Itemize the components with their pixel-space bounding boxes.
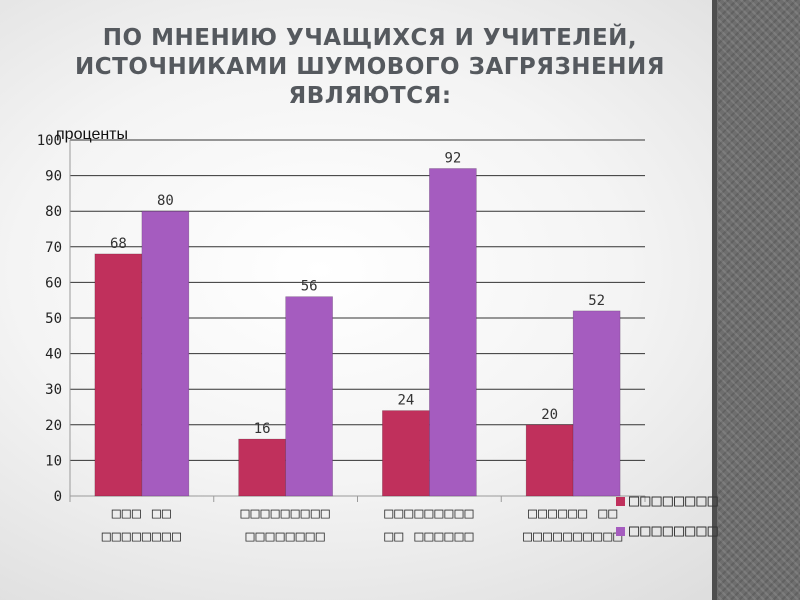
y-tick-label: 40 (45, 347, 62, 363)
bar-series-1-category-3 (382, 410, 430, 497)
legend-swatch-series-2 (616, 526, 625, 536)
y-tick-label: 70 (45, 240, 62, 256)
y-tick-label: 20 (45, 418, 62, 434)
y-tick-label: 0 (54, 489, 62, 505)
x-category-label: □□□□□□ □□ (528, 504, 618, 522)
title-line-2: ИСТОЧНИКАМИ ШУМОВОГО ЗАГРЯЗНЕНИЯ (75, 54, 665, 80)
x-category-label: □□ □□□□□□ (384, 527, 474, 545)
y-tick-label: 90 (45, 169, 62, 185)
slide-title: ПО МНЕНИЮ УЧАЩИХСЯ И УЧИТЕЛЕЙ, ИСТОЧНИКА… (40, 24, 700, 111)
data-label: 80 (157, 193, 174, 209)
bar-series-1-category-4 (525, 424, 574, 497)
y-tick-label: 10 (45, 453, 62, 469)
legend-label-series-2: □□□□□□□□ (629, 521, 719, 541)
legend-item-series-1: □□□□□□□□ (616, 486, 719, 516)
x-category-label: □□□□□□□□ (102, 527, 182, 545)
x-category-label: □□□□□□□□□ (384, 504, 474, 522)
y-axis-label: проценты (56, 126, 129, 143)
y-tick-label: 60 (45, 275, 62, 291)
y-tick-label: 30 (45, 382, 62, 398)
bar-series-2-category-2 (285, 296, 333, 497)
bar-series-2-category-4 (572, 310, 621, 497)
legend-label-series-1: □□□□□□□□ (629, 491, 719, 511)
data-label: 16 (254, 421, 271, 437)
bar-series-2-category-1 (141, 210, 190, 497)
data-label: 20 (541, 407, 558, 423)
legend-swatch-series-1 (616, 496, 625, 506)
decorative-side-stripe (712, 0, 800, 600)
data-label: 52 (588, 293, 605, 309)
x-category-label: □□□□□□□□ (246, 527, 326, 545)
y-tick-label: 100 (37, 133, 62, 149)
x-category-label: □□□□□□□□□ (240, 504, 330, 522)
title-line-3: ЯВЛЯЮТСЯ: (288, 83, 452, 109)
data-label: 24 (397, 393, 414, 409)
bar-series-2-category-3 (429, 168, 477, 497)
data-label: 56 (301, 279, 318, 295)
legend: □□□□□□□□ □□□□□□□□ (616, 486, 719, 546)
data-label: 92 (444, 150, 461, 166)
bar-series-1-category-2 (238, 438, 286, 497)
data-label: 68 (110, 236, 127, 252)
y-tick-label: 80 (45, 204, 62, 220)
x-category-label: □□□□□□□□□□ (523, 527, 623, 545)
y-tick-label: 50 (45, 311, 62, 327)
title-line-1: ПО МНЕНИЮ УЧАЩИХСЯ И УЧИТЕЛЕЙ, (102, 25, 638, 51)
x-category-label: □□□ □□ (112, 504, 172, 522)
bar-series-1-category-1 (94, 253, 143, 497)
legend-item-series-2: □□□□□□□□ (616, 516, 719, 546)
